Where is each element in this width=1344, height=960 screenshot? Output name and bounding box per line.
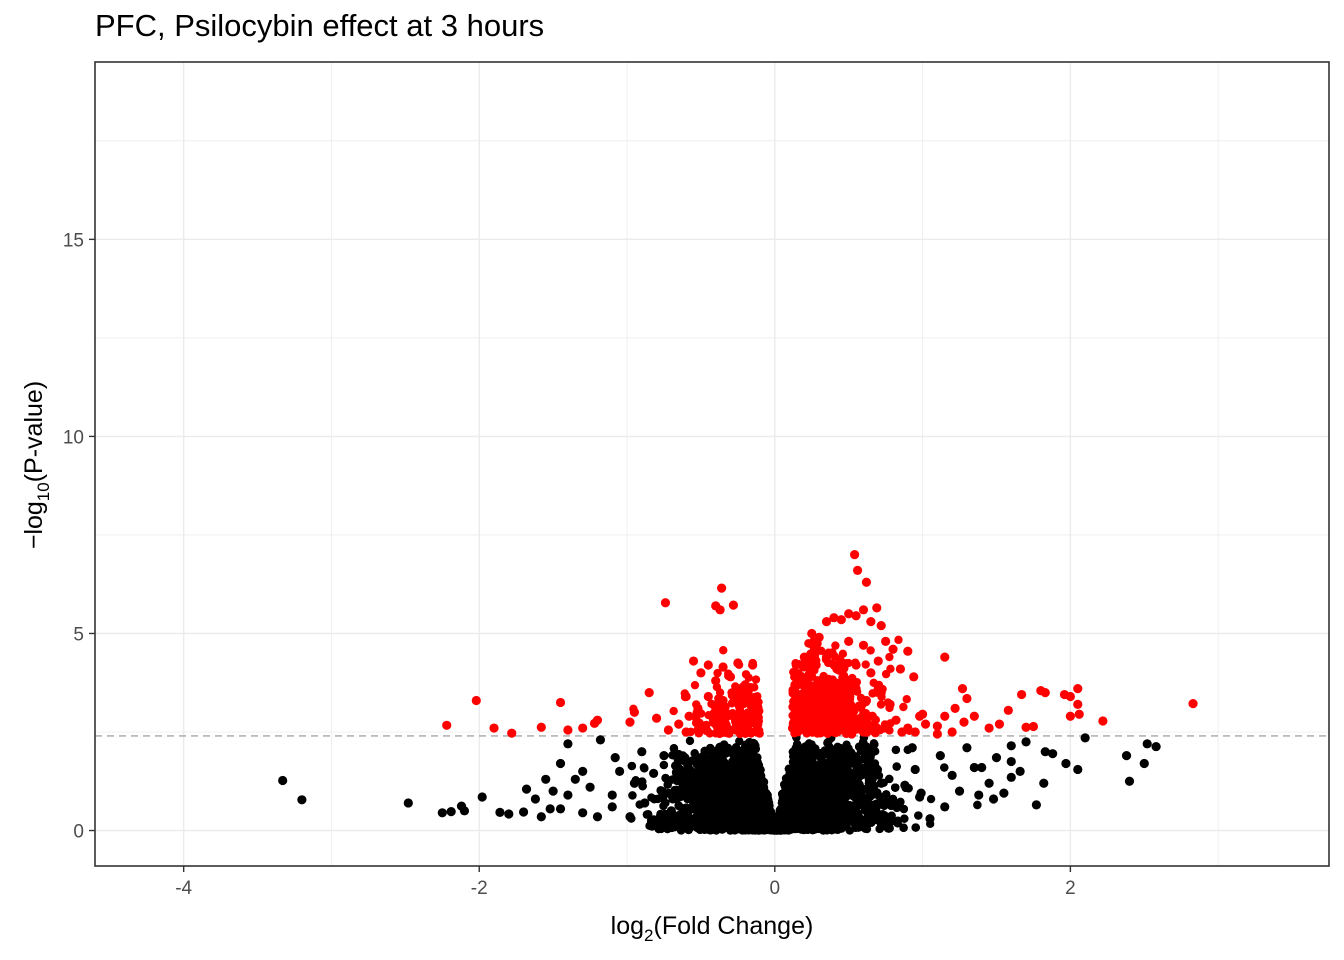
data-point bbox=[735, 736, 744, 746]
data-point bbox=[627, 761, 637, 771]
data-point bbox=[900, 814, 909, 823]
data-point bbox=[891, 745, 901, 755]
data-point bbox=[914, 811, 923, 820]
grid-lines bbox=[95, 62, 1329, 866]
data-point bbox=[885, 774, 894, 784]
non-significant-points bbox=[278, 733, 1161, 835]
data-point bbox=[667, 823, 677, 833]
data-point bbox=[973, 800, 982, 810]
data-point bbox=[668, 750, 677, 760]
data-point bbox=[640, 764, 649, 773]
data-point bbox=[926, 794, 936, 804]
chart-title: PFC, Psilocybin effect at 3 hours bbox=[95, 8, 545, 43]
data-point bbox=[685, 736, 695, 746]
